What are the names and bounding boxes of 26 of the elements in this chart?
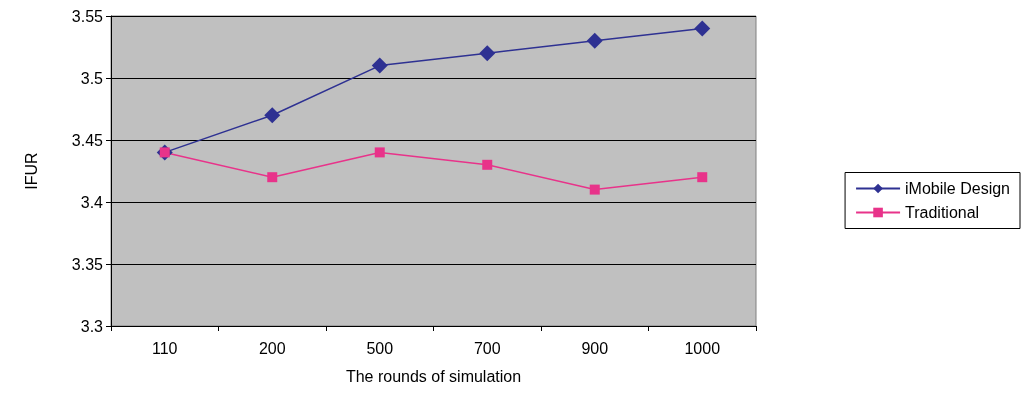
point bbox=[479, 45, 496, 62]
point bbox=[482, 159, 493, 170]
point bbox=[267, 172, 278, 183]
y-tick-label: 3.55 bbox=[71, 7, 104, 25]
y-tick-label: 3.5 bbox=[80, 69, 104, 87]
x-axis-title: The rounds of simulation bbox=[345, 367, 522, 385]
point bbox=[589, 184, 600, 195]
point bbox=[374, 147, 385, 158]
legend-label: Traditional bbox=[905, 204, 980, 221]
x-tick-label: 500 bbox=[366, 339, 394, 357]
y-tick-label: 3.35 bbox=[71, 255, 104, 273]
x-tick-label: 110 bbox=[151, 339, 178, 357]
point bbox=[586, 32, 603, 49]
y-tick-label: 3.4 bbox=[80, 193, 104, 211]
point bbox=[264, 107, 281, 124]
point bbox=[697, 172, 708, 183]
y-tick-label: 3.45 bbox=[71, 131, 104, 149]
x-tick-label: 1000 bbox=[684, 339, 721, 357]
legend-label: iMobile Design bbox=[905, 180, 1010, 197]
x-tick-label: 700 bbox=[473, 339, 501, 357]
point bbox=[694, 20, 711, 37]
point bbox=[371, 57, 388, 74]
x-tick-label: 900 bbox=[581, 339, 609, 357]
x-tick-label: 200 bbox=[258, 339, 286, 357]
y-tick-label: 3.3 bbox=[80, 317, 104, 335]
y-axis-title: IFUR bbox=[22, 152, 40, 190]
